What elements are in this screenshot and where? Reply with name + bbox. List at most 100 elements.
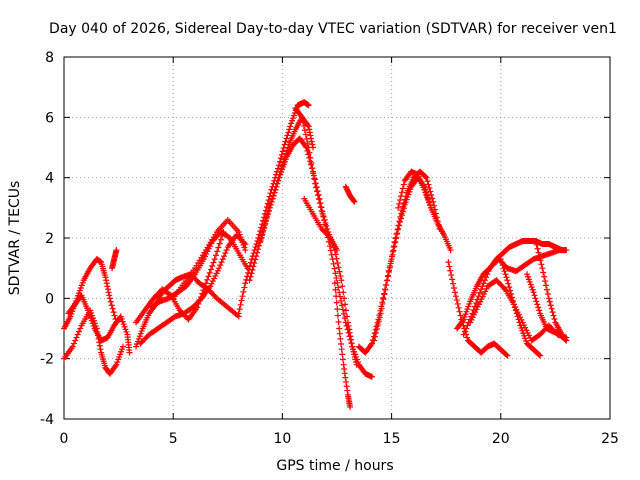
data-point <box>332 270 339 277</box>
data-point <box>262 220 269 227</box>
data-point <box>309 165 316 172</box>
data-point <box>481 277 488 284</box>
data-point <box>259 231 266 238</box>
data-point <box>77 325 84 332</box>
data-point <box>390 244 397 251</box>
data-point <box>207 266 214 273</box>
data-point <box>544 291 551 298</box>
series-track-s <box>395 168 434 211</box>
data-point <box>515 316 522 323</box>
data-point <box>385 272 392 279</box>
data-point <box>431 206 438 213</box>
data-point <box>382 286 389 293</box>
data-point <box>312 180 319 187</box>
data-point <box>503 274 510 281</box>
data-point <box>533 241 540 248</box>
data-point <box>393 231 400 238</box>
data-point <box>103 277 110 284</box>
data-point <box>304 140 311 147</box>
data-point <box>342 374 349 381</box>
data-point <box>514 313 521 320</box>
data-point <box>72 337 79 344</box>
data-point <box>277 155 284 162</box>
x-tick-label: 15 <box>383 431 401 447</box>
data-point <box>313 184 320 191</box>
data-point <box>345 322 352 329</box>
data-point <box>225 234 232 241</box>
data-point <box>351 198 358 205</box>
data-point <box>531 292 538 299</box>
data-point <box>265 210 272 217</box>
data-point <box>202 280 209 287</box>
data-point <box>380 296 387 303</box>
data-point <box>454 300 461 307</box>
series-track-j <box>235 99 312 317</box>
data-point <box>347 333 354 340</box>
data-point <box>434 218 441 225</box>
data-point <box>315 196 322 203</box>
series-track-h <box>148 228 251 311</box>
data-point <box>205 273 212 280</box>
data-point <box>534 301 541 308</box>
data-point <box>537 352 544 359</box>
x-axis-label: GPS time / hours <box>276 458 393 474</box>
data-point <box>264 213 271 220</box>
data-point <box>265 207 272 214</box>
data-point <box>338 346 345 353</box>
data-point <box>246 277 253 284</box>
data-point <box>500 265 507 272</box>
data-point <box>331 280 338 287</box>
data-point <box>311 175 318 182</box>
data-point <box>340 361 347 368</box>
data-point <box>346 329 353 336</box>
data-point <box>456 308 463 315</box>
data-point <box>483 274 490 281</box>
data-point <box>516 319 523 326</box>
data-point <box>473 300 480 307</box>
series-track-o <box>301 195 340 254</box>
data-point <box>536 253 543 260</box>
data-point <box>333 293 340 300</box>
data-point <box>558 331 565 338</box>
y-axis-label: SDTVAR / TECUs <box>7 181 23 296</box>
data-point <box>545 295 552 302</box>
data-point <box>214 248 221 255</box>
data-point <box>401 200 408 207</box>
data-point <box>252 256 259 263</box>
series-track-g <box>137 231 249 347</box>
data-point <box>343 378 350 385</box>
data-point <box>457 312 464 319</box>
data-point <box>548 305 555 312</box>
data-point <box>216 240 223 247</box>
data-point <box>223 247 230 254</box>
data-point <box>273 183 280 190</box>
data-point <box>201 283 208 290</box>
data-point <box>435 222 442 229</box>
data-point <box>96 342 103 349</box>
data-point <box>424 178 431 185</box>
data-point <box>308 160 315 167</box>
data-point <box>268 198 275 205</box>
data-point <box>459 317 466 324</box>
data-point <box>379 300 386 307</box>
data-point <box>321 216 328 223</box>
data-point <box>448 272 455 279</box>
data-point <box>426 185 433 192</box>
data-point <box>331 265 338 272</box>
data-point <box>330 260 337 267</box>
data-point <box>248 270 255 277</box>
data-point <box>395 204 402 211</box>
data-point <box>112 362 119 369</box>
data-point <box>533 298 540 305</box>
y-tick-label: 8 <box>45 50 54 66</box>
data-point <box>275 177 282 184</box>
y-tick-label: 0 <box>45 291 54 307</box>
data-point <box>104 283 111 290</box>
data-point <box>256 242 262 249</box>
data-point <box>319 210 326 217</box>
data-point <box>105 289 112 296</box>
data-point <box>276 174 283 181</box>
data-point <box>334 312 341 319</box>
data-point <box>513 310 520 317</box>
data-point <box>339 283 346 290</box>
